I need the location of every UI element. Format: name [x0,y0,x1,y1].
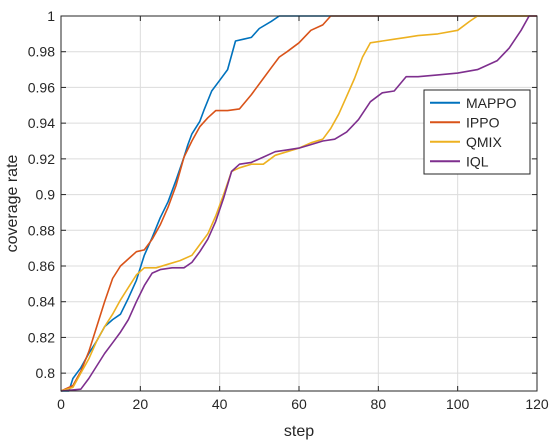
series-line-qmix [60,15,537,392]
y-tick-label: 1 [47,8,55,24]
legend: MAPPO IPPO QMIX IQL [423,89,531,175]
x-tick-label: 100 [446,396,470,412]
y-tick-label: 0.86 [28,258,55,274]
y-tick-label: 0.84 [28,294,55,310]
series-line-ippo [60,15,537,392]
x-tick-label: 40 [212,396,228,412]
legend-box [423,89,531,175]
y-tick-label: 0.88 [28,222,55,238]
y-tick-label: 0.92 [28,151,55,167]
ticks: 0 20 40 60 80 100 120 0.8 0.82 0.84 0.86 0.88 0.9 0.9… [28,8,549,412]
series-lines [60,15,537,392]
x-tick-label: 60 [291,396,307,412]
x-axis-label: step [284,423,314,440]
y-tick-label: 0.9 [36,187,56,203]
series-line-iql [60,15,537,392]
legend-label-ippo: IPPO [466,114,500,130]
y-tick-label: 0.82 [28,329,55,345]
x-tick-label: 120 [525,396,549,412]
legend-label-iql: IQL [466,153,489,169]
y-tick-label: 0.94 [28,115,55,131]
y-tick-label: 0.8 [36,365,56,381]
x-tick-label: 20 [133,396,149,412]
x-tick-label: 0 [57,396,65,412]
legend-label-mappo: MAPPO [466,95,517,111]
x-tick-label: 80 [371,396,387,412]
legend-label-qmix: QMIX [466,134,502,150]
y-tick-label: 0.96 [28,79,55,95]
y-tick-label: 0.98 [28,44,55,60]
y-axis-label: coverage rate [4,154,21,252]
